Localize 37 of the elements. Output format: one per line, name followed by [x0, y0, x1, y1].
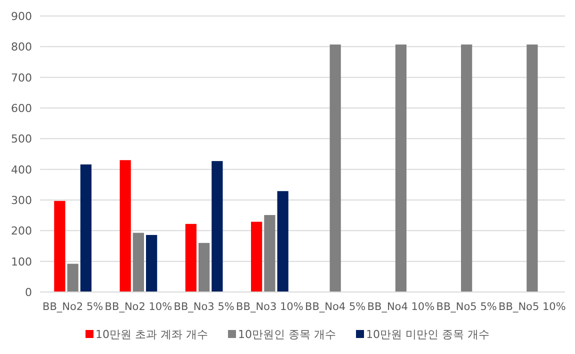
bar: [146, 234, 158, 292]
bar: [80, 164, 92, 292]
y-tick-label: 500: [11, 132, 32, 146]
x-tick-label: BB_No2 5%: [42, 301, 104, 313]
x-tick-label: BB_No4 5%: [305, 301, 366, 313]
bar: [251, 222, 262, 292]
y-tick-label: 0: [25, 286, 32, 299]
bar: [461, 44, 472, 292]
bar: [185, 224, 196, 292]
x-tick-label: BB_No3 5%: [174, 301, 234, 313]
bar: [395, 44, 406, 292]
bar: [526, 44, 538, 292]
bar: [132, 232, 144, 292]
x-tick-label: BB_No5 10%: [498, 301, 566, 313]
y-tick-label: 300: [11, 194, 32, 207]
bar: [264, 215, 276, 292]
y-tick-label: 800: [11, 40, 32, 54]
y-tick-label: 600: [11, 102, 32, 115]
bar: [54, 200, 66, 292]
bar: [120, 160, 131, 292]
bar: [212, 161, 223, 292]
legend-label: 10만원 미만인 종목 개수: [366, 328, 490, 341]
x-tick-label: BB_No4 10%: [367, 301, 435, 313]
bar: [67, 264, 78, 292]
y-tick-label: 900: [11, 10, 32, 23]
legend-label: 10만원인 종목 개수: [238, 328, 336, 341]
y-tick-label: 100: [11, 255, 32, 268]
y-tick-label: 700: [11, 71, 32, 84]
y-tick-label: 400: [11, 163, 32, 176]
bar: [330, 44, 341, 292]
x-tick-label: BB_No3 10%: [236, 301, 304, 313]
y-tick-label: 200: [11, 224, 32, 238]
x-tick-label: BB_No5 5%: [436, 301, 497, 313]
bar: [198, 242, 210, 292]
x-tick-label: BB_No2 10%: [104, 301, 172, 313]
bar: [277, 191, 288, 292]
legend-label: 10만원 초과 계좌 개수: [96, 328, 208, 341]
